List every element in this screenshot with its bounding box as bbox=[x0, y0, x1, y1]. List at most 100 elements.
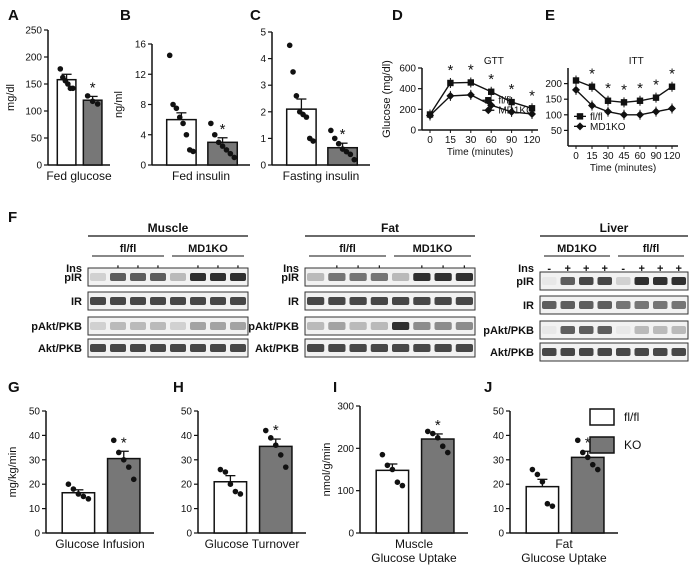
blot-strip bbox=[87, 267, 249, 287]
blot-band bbox=[307, 344, 325, 352]
diamond-marker bbox=[426, 111, 434, 120]
ins-state: + bbox=[676, 263, 682, 275]
blot-band bbox=[616, 348, 631, 356]
blot-band bbox=[370, 273, 388, 281]
blot-band bbox=[413, 344, 431, 352]
bar-KO bbox=[82, 99, 103, 166]
data-point bbox=[293, 93, 300, 99]
data-point bbox=[70, 486, 77, 492]
blot-band bbox=[392, 273, 410, 281]
y-tick-label: 40 bbox=[29, 431, 41, 442]
blot-group-label: fl/fl bbox=[339, 243, 356, 255]
bar-fl/fl bbox=[213, 481, 248, 534]
diamond-marker bbox=[604, 107, 612, 116]
blot-band bbox=[370, 344, 388, 352]
significance-star: * bbox=[653, 77, 659, 94]
y-axis-label: ng/ml bbox=[113, 91, 125, 118]
x-axis-label: Fasting insulin bbox=[283, 169, 360, 183]
ins-state: - bbox=[621, 263, 625, 275]
y-tick-label: 4 bbox=[260, 54, 266, 65]
x-axis-label: Muscle bbox=[395, 537, 433, 551]
y-tick-label: 50 bbox=[181, 407, 193, 418]
data-point bbox=[394, 479, 401, 486]
data-point bbox=[180, 120, 186, 127]
x-axis-label: Glucose Infusion bbox=[55, 537, 144, 551]
blot-band bbox=[170, 297, 186, 305]
blot-band bbox=[634, 348, 649, 356]
significance-star: * bbox=[621, 81, 627, 98]
y-tick-label: 5 bbox=[260, 28, 266, 39]
data-point bbox=[65, 81, 71, 87]
data-point bbox=[75, 491, 82, 497]
blot-band bbox=[90, 322, 106, 330]
data-point bbox=[110, 437, 117, 444]
y-axis-label: Glucose (mg/dl) bbox=[381, 60, 393, 138]
blot-band bbox=[90, 273, 106, 281]
blot-band bbox=[210, 297, 226, 305]
diamond-marker bbox=[668, 104, 676, 113]
y-axis-label: nmol/g/min bbox=[321, 443, 333, 497]
y-tick-label: 10 bbox=[29, 504, 41, 515]
y-tick-label: 50 bbox=[493, 407, 505, 418]
significance-star: * bbox=[669, 66, 675, 83]
blot-band bbox=[634, 301, 649, 309]
y-tick-label: 20 bbox=[181, 480, 193, 491]
y-tick-label: 50 bbox=[29, 407, 41, 418]
blot-band bbox=[150, 297, 166, 305]
blot-row-label: IR bbox=[71, 296, 82, 308]
blot-group-label: MD1KO bbox=[557, 243, 597, 255]
data-point bbox=[277, 452, 284, 458]
data-point bbox=[389, 466, 396, 473]
blot-band bbox=[560, 301, 575, 309]
data-point bbox=[331, 135, 338, 142]
blot-band bbox=[307, 273, 325, 281]
significance-star: * bbox=[509, 81, 515, 98]
diamond-marker bbox=[620, 110, 628, 119]
y-tick-label: 0 bbox=[140, 161, 146, 172]
blot-strip bbox=[539, 271, 689, 291]
x-tick-label: 90 bbox=[650, 151, 662, 162]
blot-band bbox=[579, 326, 594, 334]
y-tick-label: 16 bbox=[135, 40, 147, 51]
ins-label: Ins bbox=[518, 263, 534, 275]
blot-band bbox=[349, 344, 367, 352]
y-tick-label: 150 bbox=[25, 80, 42, 91]
data-point bbox=[262, 427, 269, 434]
blot-band bbox=[307, 297, 325, 305]
blot-row-label: pAkt/PKB bbox=[248, 321, 299, 333]
blot-band bbox=[597, 301, 612, 309]
significance-star: * bbox=[605, 80, 611, 97]
y-tick-label: 200 bbox=[545, 79, 562, 90]
y-tick-label: 0 bbox=[410, 126, 416, 137]
x-axis-label: Time (minutes) bbox=[447, 147, 513, 158]
data-point bbox=[544, 500, 551, 507]
blot-band bbox=[413, 297, 431, 305]
y-tick-label: 200 bbox=[337, 444, 354, 455]
ins-state: + bbox=[602, 263, 608, 275]
blot-band bbox=[653, 326, 668, 334]
data-point bbox=[282, 464, 289, 470]
x-tick-label: 15 bbox=[445, 135, 457, 146]
blot-row-label: pIR bbox=[281, 272, 299, 284]
data-point bbox=[222, 469, 229, 475]
square-marker bbox=[636, 97, 644, 104]
chart-title: GTT bbox=[484, 56, 504, 67]
blot-band bbox=[190, 273, 206, 281]
blot-panel-fat: Fatfl/flMD1KOIns-+++-+++pIRIRpAkt/PKBAkt… bbox=[248, 221, 476, 358]
significance-star: * bbox=[529, 87, 535, 104]
data-point bbox=[65, 481, 72, 488]
blot-band bbox=[579, 277, 594, 285]
square-marker bbox=[604, 97, 612, 104]
blot-strip bbox=[539, 342, 689, 362]
blot-band bbox=[455, 273, 473, 281]
x-axis-label-2: Glucose Uptake bbox=[521, 551, 607, 565]
x-axis-label: Time (minutes) bbox=[590, 163, 656, 174]
data-point bbox=[237, 491, 244, 497]
x-tick-label: 60 bbox=[634, 151, 646, 162]
blot-band bbox=[130, 344, 146, 352]
data-point bbox=[310, 138, 316, 144]
significance-star: * bbox=[637, 80, 643, 97]
chart-A: A 0 50 100 150 200 250 mg/dl * Fed glucose bbox=[5, 7, 112, 183]
y-tick-label: 250 bbox=[25, 26, 42, 37]
blot-band bbox=[434, 273, 452, 281]
